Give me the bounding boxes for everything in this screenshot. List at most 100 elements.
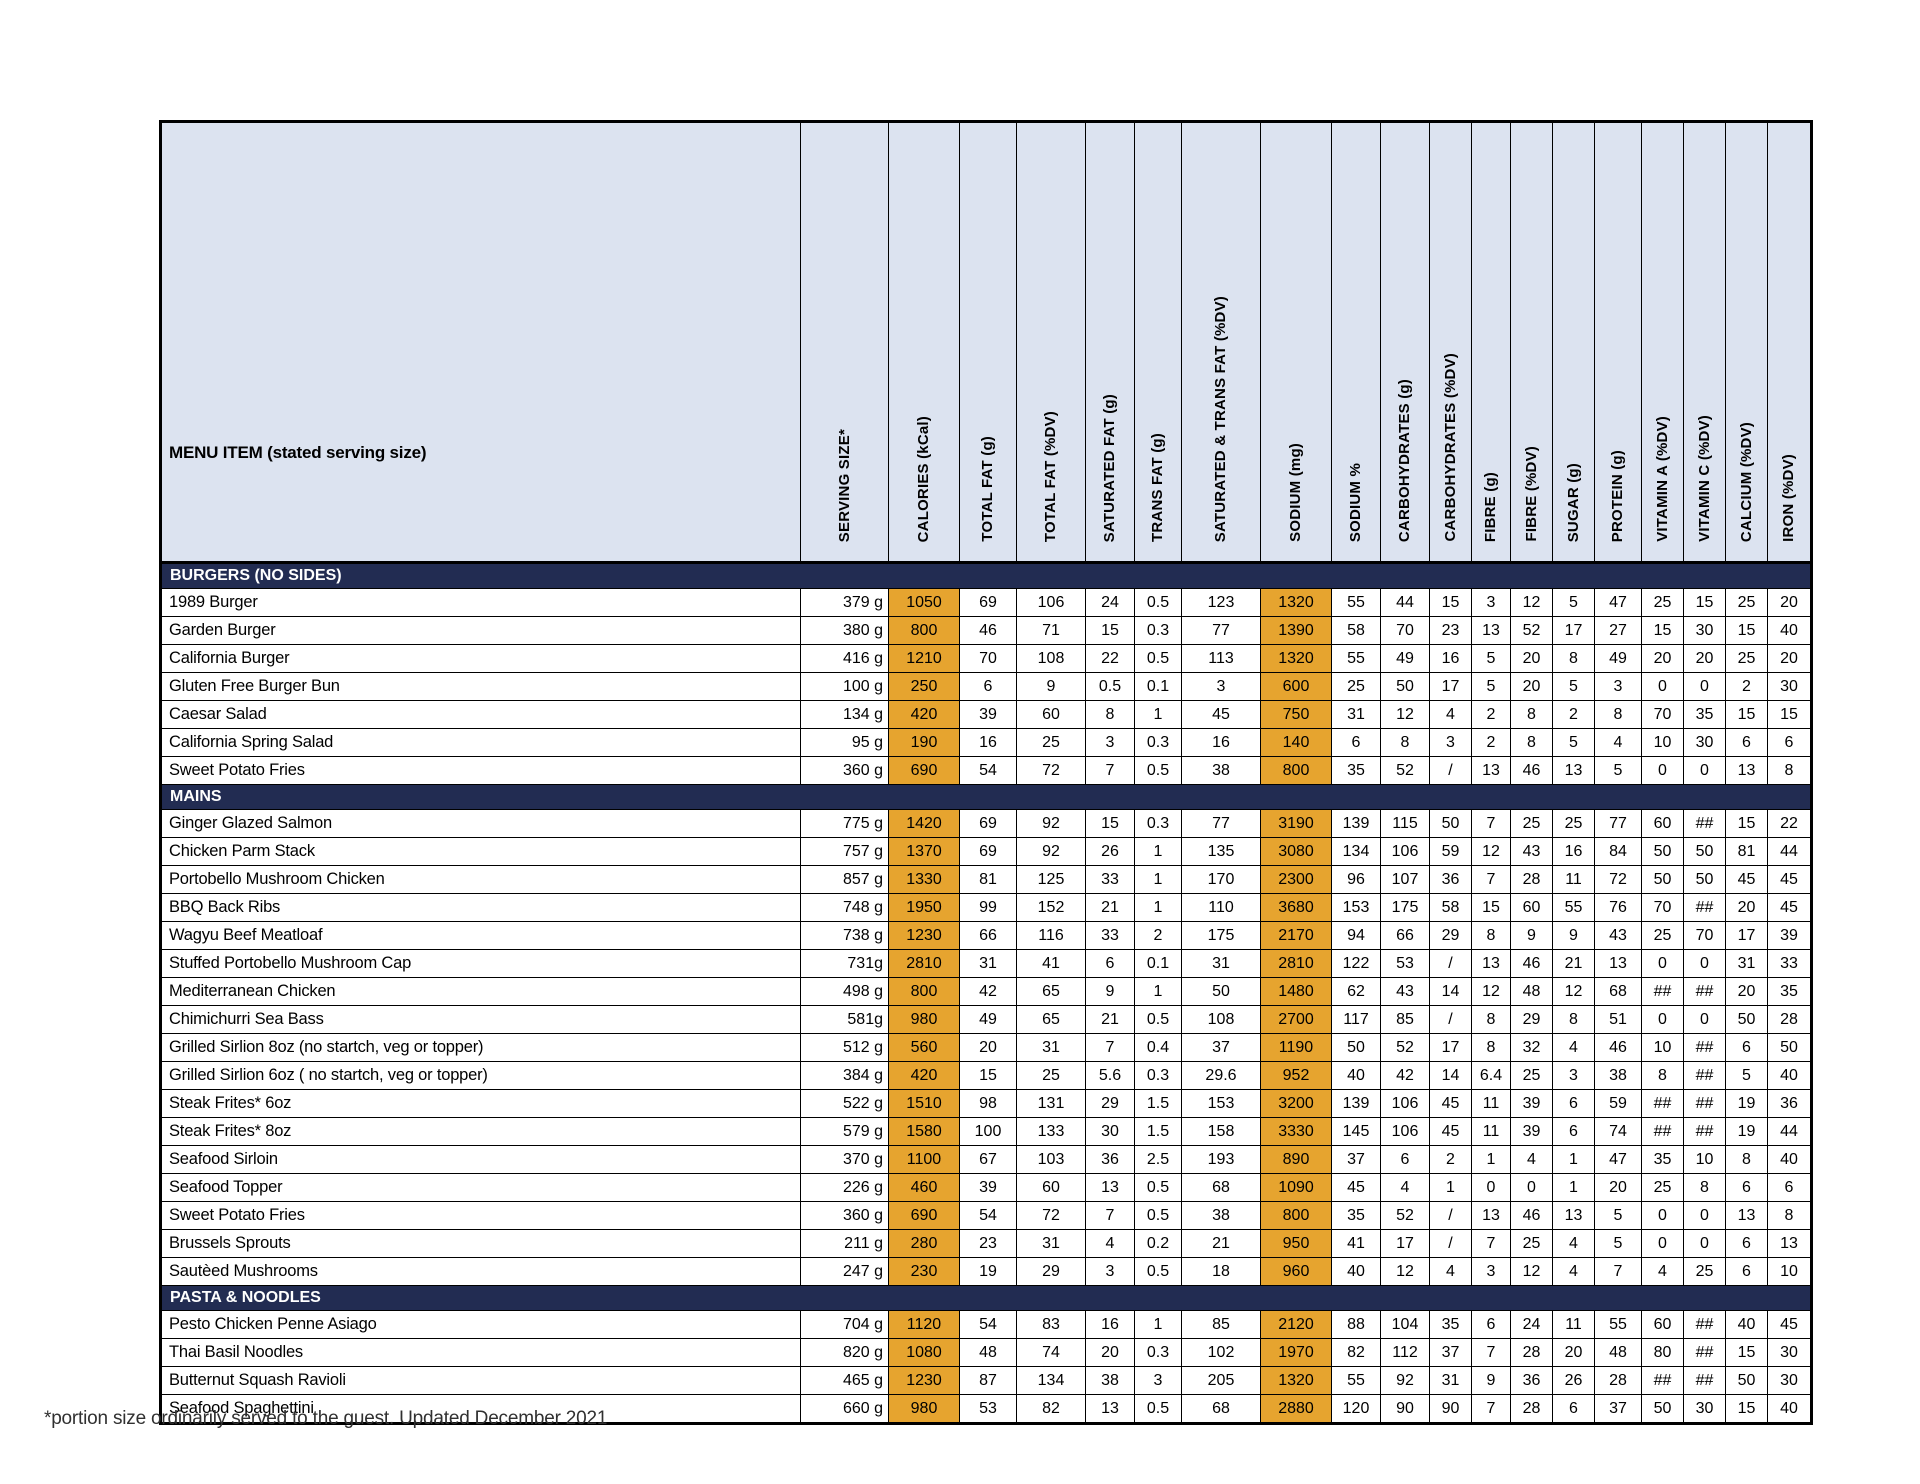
value-cell: 8 bbox=[1594, 700, 1642, 729]
table-row: Seafood Sirloin 370 g 1100 67 103 36 2.5 193 890… bbox=[160, 1145, 1812, 1174]
value-cell: 120 bbox=[1331, 1394, 1381, 1424]
menu-item-name: Steak Frites* 6oz bbox=[160, 1089, 801, 1118]
value-cell: 25 bbox=[1016, 728, 1086, 757]
value-cell: 13 bbox=[1552, 1201, 1595, 1230]
value-cell: 15 bbox=[959, 1061, 1017, 1090]
value-cell: 1370 bbox=[888, 837, 960, 866]
section-title: MAINS bbox=[159, 784, 1813, 810]
value-cell: 31 bbox=[1181, 949, 1261, 978]
value-cell: 20 bbox=[1510, 644, 1553, 673]
value-cell: 95 g bbox=[800, 728, 889, 757]
value-cell: 15 bbox=[1085, 809, 1135, 838]
value-cell: 6 bbox=[1380, 1145, 1430, 1174]
value-cell: 46 bbox=[959, 616, 1017, 645]
value-cell: 70 bbox=[1683, 921, 1726, 950]
value-cell: 3200 bbox=[1260, 1089, 1332, 1118]
value-cell: 170 bbox=[1181, 865, 1261, 894]
value-cell: 0 bbox=[1641, 1201, 1684, 1230]
value-cell: 690 bbox=[888, 1201, 960, 1230]
column-header: PROTEIN (g) bbox=[1594, 121, 1642, 564]
value-cell: 7 bbox=[1471, 865, 1511, 894]
value-cell: 800 bbox=[1260, 1201, 1332, 1230]
menu-item-name: Steak Frites* 8oz bbox=[160, 1117, 801, 1146]
value-cell: ## bbox=[1683, 1033, 1726, 1062]
value-cell: 29 bbox=[1016, 1257, 1086, 1286]
value-cell: 960 bbox=[1260, 1257, 1332, 1286]
value-cell: 50 bbox=[1429, 809, 1472, 838]
value-cell: 980 bbox=[888, 1005, 960, 1034]
value-cell: 5 bbox=[1552, 728, 1595, 757]
value-cell: 416 g bbox=[800, 644, 889, 673]
menu-item-name: Stuffed Portobello Mushroom Cap bbox=[160, 949, 801, 978]
menu-item-name: Seafood Sirloin bbox=[160, 1145, 801, 1174]
value-cell: ## bbox=[1641, 977, 1684, 1006]
value-cell: 54 bbox=[959, 756, 1017, 785]
column-header-label: PROTEIN (g) bbox=[1609, 449, 1627, 542]
value-cell: 7 bbox=[1471, 1338, 1511, 1367]
value-cell: 8 bbox=[1767, 1201, 1812, 1230]
value-cell: 49 bbox=[1594, 644, 1642, 673]
value-cell: 108 bbox=[1016, 644, 1086, 673]
column-header: CARBOHYDRATES (%DV) bbox=[1429, 121, 1472, 564]
value-cell: 28 bbox=[1510, 865, 1553, 894]
value-cell: 55 bbox=[1331, 1366, 1381, 1395]
value-cell: 3 bbox=[1471, 1257, 1511, 1286]
value-cell: 11 bbox=[1552, 865, 1595, 894]
value-cell: 66 bbox=[959, 921, 1017, 950]
value-cell: 74 bbox=[1594, 1117, 1642, 1146]
nutrition-table-body: BURGERS (NO SIDES) 1989 Burger 379 g 1050 69… bbox=[159, 562, 1813, 1424]
menu-item-name: Brussels Sprouts bbox=[160, 1229, 801, 1258]
value-cell: 15 bbox=[1641, 616, 1684, 645]
value-cell: 15 bbox=[1725, 809, 1768, 838]
value-cell: 19 bbox=[1725, 1089, 1768, 1118]
value-cell: 106 bbox=[1016, 588, 1086, 617]
value-cell: 0.5 bbox=[1134, 1257, 1182, 1286]
column-header-label: CALCIUM (%DV) bbox=[1737, 421, 1755, 542]
value-cell: 20 bbox=[1594, 1173, 1642, 1202]
value-cell: 36 bbox=[1510, 1366, 1553, 1395]
value-cell: 44 bbox=[1380, 588, 1430, 617]
value-cell: 1230 bbox=[888, 921, 960, 950]
value-cell: 15 bbox=[1725, 616, 1768, 645]
value-cell: 12 bbox=[1471, 837, 1511, 866]
value-cell: 100 g bbox=[800, 672, 889, 701]
value-cell: 45 bbox=[1767, 1310, 1812, 1339]
table-row: Seafood Spaghettini 660 g 980 53 82 13 0.5 68 28… bbox=[160, 1394, 1812, 1424]
section-header-row: MAINS bbox=[159, 784, 1813, 810]
column-header: SUGAR (g) bbox=[1552, 121, 1595, 564]
value-cell: 35 bbox=[1683, 700, 1726, 729]
value-cell: 29 bbox=[1085, 1089, 1135, 1118]
value-cell: 1480 bbox=[1260, 977, 1332, 1006]
section-title: PASTA & NOODLES bbox=[159, 1285, 1813, 1311]
value-cell: 58 bbox=[1429, 893, 1472, 922]
value-cell: 50 bbox=[1380, 672, 1430, 701]
menu-item-name: Mediterranean Chicken bbox=[160, 977, 801, 1006]
table-row: Wagyu Beef Meatloaf 738 g 1230 66 116 33 2 175 2… bbox=[160, 921, 1812, 950]
value-cell: 107 bbox=[1380, 865, 1430, 894]
value-cell: 0.5 bbox=[1134, 1005, 1182, 1034]
value-cell: 25 bbox=[1641, 588, 1684, 617]
value-cell: 1120 bbox=[888, 1310, 960, 1339]
value-cell: 50 bbox=[1683, 837, 1726, 866]
value-cell: 0.5 bbox=[1134, 756, 1182, 785]
value-cell: 135 bbox=[1181, 837, 1261, 866]
value-cell: 25 bbox=[1510, 1229, 1553, 1258]
menu-item-name: Sautèed Mushrooms bbox=[160, 1257, 801, 1286]
value-cell: 12 bbox=[1510, 588, 1553, 617]
value-cell: ## bbox=[1683, 1310, 1726, 1339]
value-cell: 52 bbox=[1380, 756, 1430, 785]
value-cell: 704 g bbox=[800, 1310, 889, 1339]
value-cell: 35 bbox=[1767, 977, 1812, 1006]
value-cell: ## bbox=[1683, 1089, 1726, 1118]
value-cell: 72 bbox=[1016, 1201, 1086, 1230]
value-cell: 17 bbox=[1380, 1229, 1430, 1258]
value-cell: 6 bbox=[1725, 1257, 1768, 1286]
value-cell: 1580 bbox=[888, 1117, 960, 1146]
value-cell: 20 bbox=[1641, 644, 1684, 673]
table-row: Portobello Mushroom Chicken 857 g 1330 81 12… bbox=[160, 865, 1812, 894]
value-cell: 45 bbox=[1767, 893, 1812, 922]
value-cell: 103 bbox=[1016, 1145, 1086, 1174]
value-cell: 96 bbox=[1331, 865, 1381, 894]
value-cell: / bbox=[1429, 1005, 1472, 1034]
value-cell: 50 bbox=[1725, 1366, 1768, 1395]
